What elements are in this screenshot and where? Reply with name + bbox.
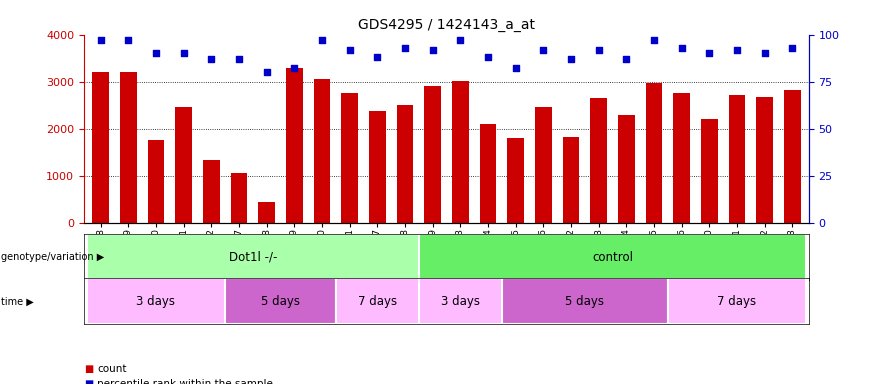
- Bar: [92, 72, 109, 223]
- Text: 7 days: 7 days: [717, 295, 757, 308]
- Bar: [419, 234, 806, 280]
- Point: [149, 50, 163, 56]
- Bar: [314, 79, 331, 223]
- Bar: [728, 95, 745, 223]
- Bar: [480, 124, 496, 223]
- Bar: [341, 93, 358, 223]
- Bar: [120, 72, 136, 223]
- Text: ■: ■: [84, 364, 93, 374]
- Bar: [452, 81, 469, 223]
- Bar: [645, 83, 662, 223]
- Bar: [87, 234, 419, 280]
- Point: [537, 46, 551, 53]
- Point: [508, 65, 522, 71]
- Point: [94, 37, 108, 43]
- Text: 5 days: 5 days: [261, 295, 300, 308]
- Bar: [502, 278, 667, 324]
- Bar: [701, 119, 718, 223]
- Text: 3 days: 3 days: [136, 295, 175, 308]
- Bar: [258, 202, 275, 223]
- Point: [342, 46, 356, 53]
- Bar: [784, 90, 801, 223]
- Bar: [507, 138, 524, 223]
- Point: [674, 45, 689, 51]
- Point: [398, 45, 412, 51]
- Text: 5 days: 5 days: [565, 295, 605, 308]
- Bar: [674, 93, 690, 223]
- Bar: [424, 86, 441, 223]
- Bar: [591, 98, 607, 223]
- Text: percentile rank within the sample: percentile rank within the sample: [97, 379, 273, 384]
- Bar: [175, 108, 192, 223]
- Point: [287, 65, 301, 71]
- Point: [591, 46, 606, 53]
- Bar: [369, 111, 385, 223]
- Point: [785, 45, 799, 51]
- Point: [619, 56, 633, 62]
- Point: [232, 56, 246, 62]
- Point: [758, 50, 772, 56]
- Point: [204, 56, 218, 62]
- Bar: [535, 108, 552, 223]
- Bar: [397, 105, 413, 223]
- Point: [453, 37, 468, 43]
- Text: count: count: [97, 364, 126, 374]
- Bar: [336, 278, 419, 324]
- Point: [121, 37, 135, 43]
- Bar: [231, 173, 248, 223]
- Point: [425, 46, 439, 53]
- Point: [702, 50, 716, 56]
- Bar: [87, 278, 225, 324]
- Text: ■: ■: [84, 379, 93, 384]
- Text: 7 days: 7 days: [358, 295, 397, 308]
- Point: [370, 54, 385, 60]
- Text: 3 days: 3 days: [441, 295, 480, 308]
- Point: [177, 50, 191, 56]
- Bar: [203, 160, 219, 223]
- Bar: [667, 278, 806, 324]
- Text: Dot1l -/-: Dot1l -/-: [229, 251, 277, 264]
- Bar: [618, 116, 635, 223]
- Bar: [562, 137, 579, 223]
- Point: [564, 56, 578, 62]
- Bar: [225, 278, 336, 324]
- Bar: [419, 278, 502, 324]
- Bar: [148, 141, 164, 223]
- Title: GDS4295 / 1424143_a_at: GDS4295 / 1424143_a_at: [358, 18, 535, 32]
- Point: [260, 69, 274, 75]
- Bar: [286, 68, 302, 223]
- Point: [315, 37, 329, 43]
- Text: genotype/variation ▶: genotype/variation ▶: [1, 252, 104, 262]
- Bar: [757, 97, 773, 223]
- Point: [481, 54, 495, 60]
- Point: [647, 37, 661, 43]
- Text: time ▶: time ▶: [1, 296, 34, 306]
- Text: control: control: [592, 251, 633, 264]
- Point: [730, 46, 744, 53]
